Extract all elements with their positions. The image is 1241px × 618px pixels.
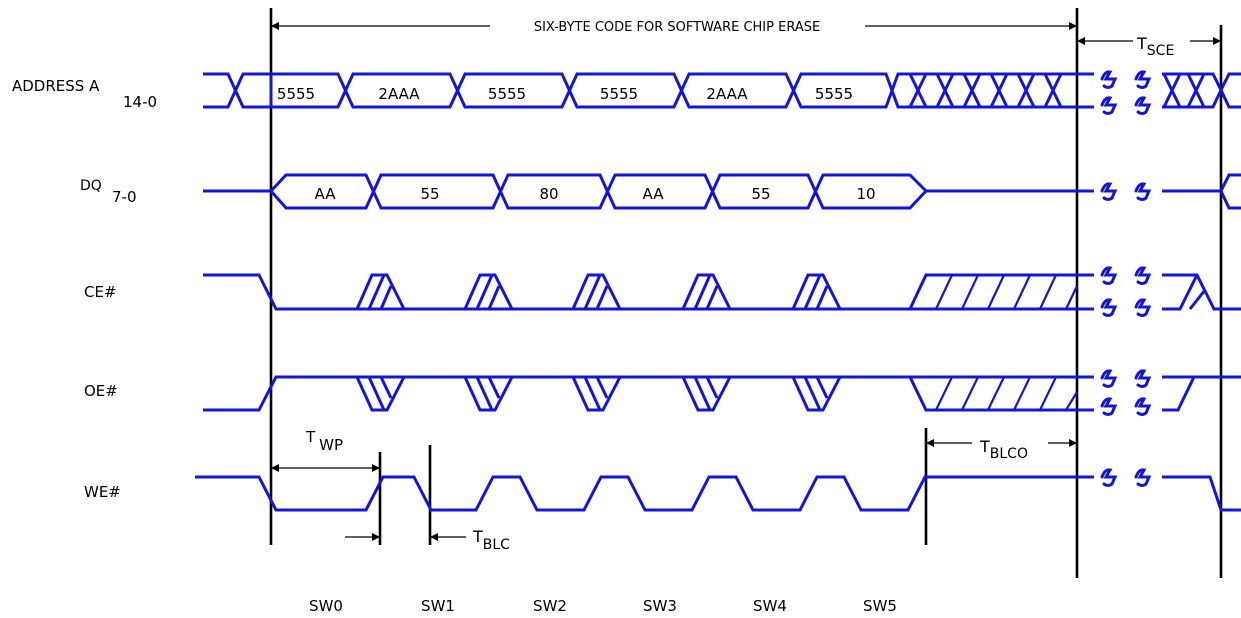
address-value: 5555 [600,85,638,103]
ce-signal-label: CE# [84,283,117,301]
write-cycle-label: SW1 [421,597,455,615]
tblco-annotation: TBLCO [926,437,1077,462]
tsce-annotation: TSCE [1077,34,1221,59]
data-value: AA [643,185,665,203]
data-values: AA 55 80 AA 55 10 [315,185,876,203]
data-value: 55 [751,185,770,203]
oe-waveform [203,375,1241,412]
twp-label: T WP [305,428,343,454]
dq-signal-label: DQ [80,178,102,194]
data-value: 10 [856,185,875,203]
address-value: 2AAA [378,85,420,103]
tblc-label: TBLC [472,527,510,553]
address-values: 5555 2AAA 5555 5555 2AAA 5555 [277,85,853,103]
address-value: 5555 [277,85,315,103]
data-value: AA [315,185,337,203]
address-value: 5555 [488,85,526,103]
ce-waveform [203,273,1241,311]
write-cycle-labels: SW0 SW1 SW2 SW3 SW4 SW5 [309,597,897,615]
tsce-label: TSCE [1136,34,1174,59]
address-signal-label: ADDRESS A [12,77,100,95]
oe-signal-label: OE# [84,382,118,400]
dq-bus-waveform [203,173,1241,210]
write-cycle-label: SW0 [309,597,343,615]
write-cycle-label: SW5 [863,597,897,615]
twp-annotation: T WP [271,428,380,472]
time-break-marks [1100,70,1152,487]
write-cycle-label: SW2 [533,597,567,615]
data-value: 80 [539,185,558,203]
write-cycle-label: SW4 [753,597,787,615]
data-value: 55 [420,185,439,203]
we-waveform [195,475,1241,512]
tblc-annotation: TBLC [345,527,510,553]
dq-signal-subscript: 7-0 [112,188,137,206]
address-bus-waveform [203,72,1241,109]
address-signal-subscript: 14-0 [123,93,157,111]
write-cycle-label: SW3 [643,597,677,615]
address-value: 2AAA [706,85,748,103]
tblco-label: TBLCO [979,437,1028,462]
address-value: 5555 [815,85,853,103]
we-signal-label: WE# [84,483,121,501]
diagram-title: SIX-BYTE CODE FOR SOFTWARE CHIP ERASE [534,20,820,35]
